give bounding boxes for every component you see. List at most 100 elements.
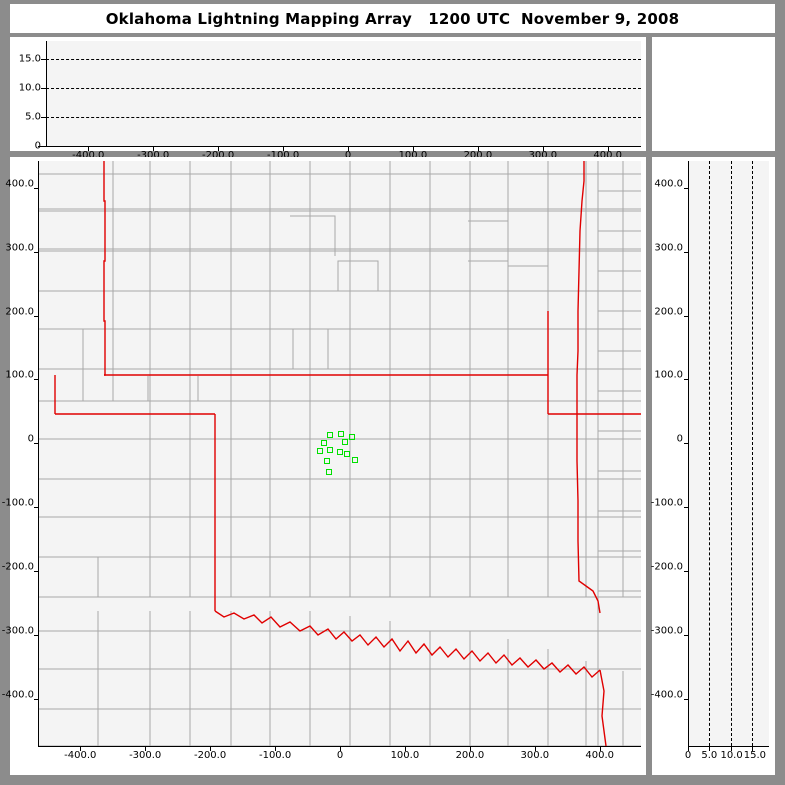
x-tick <box>218 146 220 151</box>
lma-source-marker <box>327 447 334 454</box>
tick-label-y: 400.0 <box>654 178 683 190</box>
title-bar: Oklahoma Lightning Mapping Array 1200 UT… <box>10 4 775 33</box>
tick-label-x: 10.0 <box>720 750 743 761</box>
lma-source-marker <box>337 448 344 455</box>
x-tick <box>688 746 689 751</box>
y-tick <box>684 379 689 381</box>
lma-source-marker <box>326 431 333 438</box>
tick-label-x: 100.0 <box>390 750 420 761</box>
tick-label-y: 15.0 <box>18 53 41 64</box>
x-tick <box>340 746 341 751</box>
x-tick <box>80 746 82 751</box>
x-tick <box>709 746 711 751</box>
altitude-north-south-plot-area <box>688 161 769 746</box>
y-axis-line <box>38 161 39 747</box>
gridline-horizontal <box>46 116 641 118</box>
y-axis-line <box>46 41 47 147</box>
x-axis-line <box>688 746 769 747</box>
lma-source-marker <box>338 430 345 437</box>
tick-label-y: 100.0 <box>5 369 34 381</box>
tick-label-x: 200.0 <box>463 150 493 161</box>
x-tick <box>534 746 536 751</box>
y-tick <box>34 379 39 381</box>
tick-label-y: -300.0 <box>650 625 683 637</box>
tick-label-x: 300.0 <box>520 750 550 761</box>
y-tick <box>34 315 39 317</box>
x-tick <box>751 746 753 751</box>
y-tick <box>684 698 689 700</box>
tick-label-x: 0 <box>684 750 692 761</box>
lma-source-marker <box>325 469 332 476</box>
tick-label-y: -400.0 <box>650 689 683 701</box>
tick-label-x: 200.0 <box>455 750 485 761</box>
lma-source-marker <box>342 438 349 445</box>
x-tick <box>412 146 414 151</box>
lma-source-marker <box>316 448 323 454</box>
y-axis-line <box>688 161 689 747</box>
x-axis-line <box>38 146 641 147</box>
tick-label-x: -200.0 <box>201 150 235 161</box>
tick-label-y: -100.0 <box>1 497 34 509</box>
tick-label-y: 5.0 <box>25 111 41 123</box>
tick-label-x: 0 <box>344 150 352 161</box>
lma-source-marker <box>348 434 355 441</box>
y-tick <box>34 570 39 572</box>
tick-label-y: -200.0 <box>650 561 683 573</box>
y-tick <box>684 315 689 317</box>
tick-label-y: 0 <box>676 433 683 445</box>
y-tick <box>41 58 46 60</box>
y-tick <box>684 251 689 253</box>
gridline-vertical <box>730 161 732 746</box>
y-tick <box>684 187 689 189</box>
lma-source-marker <box>344 451 351 458</box>
x-tick <box>275 746 277 751</box>
panel-altitude-vs-north-south: 400.0 300.0 200.0 100.0 0 -100.0 -200.0 … <box>651 157 775 775</box>
panel-altitude-vs-east-west: 0 5.0 10.0 15.0 -400.0 -300.0 -200.0 -10… <box>10 37 646 161</box>
y-tick <box>41 146 46 147</box>
x-tick <box>283 146 285 151</box>
tick-label-y: 300.0 <box>5 242 34 254</box>
x-tick <box>348 146 349 151</box>
tick-label-x: -300.0 <box>129 750 162 761</box>
x-tick <box>404 746 406 751</box>
lma-source-marker <box>324 457 330 464</box>
x-axis-line <box>38 746 641 747</box>
x-tick <box>145 746 147 751</box>
tick-label-y: -200.0 <box>1 561 34 573</box>
panel-empty-top-right <box>652 37 775 151</box>
tick-label-x: 300.0 <box>528 150 558 161</box>
y-tick <box>34 443 39 445</box>
gridline-vertical <box>751 161 753 746</box>
gridline-horizontal <box>46 58 641 60</box>
y-tick <box>41 116 46 118</box>
tick-label-y: 200.0 <box>5 306 34 317</box>
y-tick <box>34 634 39 636</box>
tick-label-y: 0 <box>10 141 41 152</box>
tick-label-x: 100.0 <box>398 150 428 161</box>
y-tick <box>684 570 689 572</box>
lma-source-marker <box>320 440 327 446</box>
tick-label-x: -400.0 <box>72 150 105 161</box>
x-tick <box>599 746 601 751</box>
tick-label-y: 200.0 <box>654 306 683 317</box>
panel-plan-view-map: 400.0 300.0 200.0 100.0 0 -100.0 -200.0 … <box>2 157 646 775</box>
map-plot-area <box>38 161 641 746</box>
page-title: Oklahoma Lightning Mapping Array 1200 UT… <box>105 9 680 28</box>
x-tick <box>542 146 544 151</box>
tick-label-x: 15.0 <box>743 750 767 761</box>
gridline-horizontal <box>46 87 641 89</box>
y-tick <box>34 507 39 509</box>
tick-label-y: -300.0 <box>1 625 34 637</box>
y-tick <box>34 187 39 189</box>
x-tick <box>88 146 90 151</box>
y-tick <box>41 87 46 89</box>
tick-label-x: -100.0 <box>258 750 292 761</box>
x-tick <box>477 146 479 151</box>
y-tick <box>34 251 39 253</box>
x-tick <box>469 746 471 751</box>
x-tick <box>210 746 212 751</box>
tick-label-y: 300.0 <box>654 242 683 254</box>
tick-label-x: 400.0 <box>585 750 615 761</box>
tick-label-y: -100.0 <box>650 497 683 509</box>
